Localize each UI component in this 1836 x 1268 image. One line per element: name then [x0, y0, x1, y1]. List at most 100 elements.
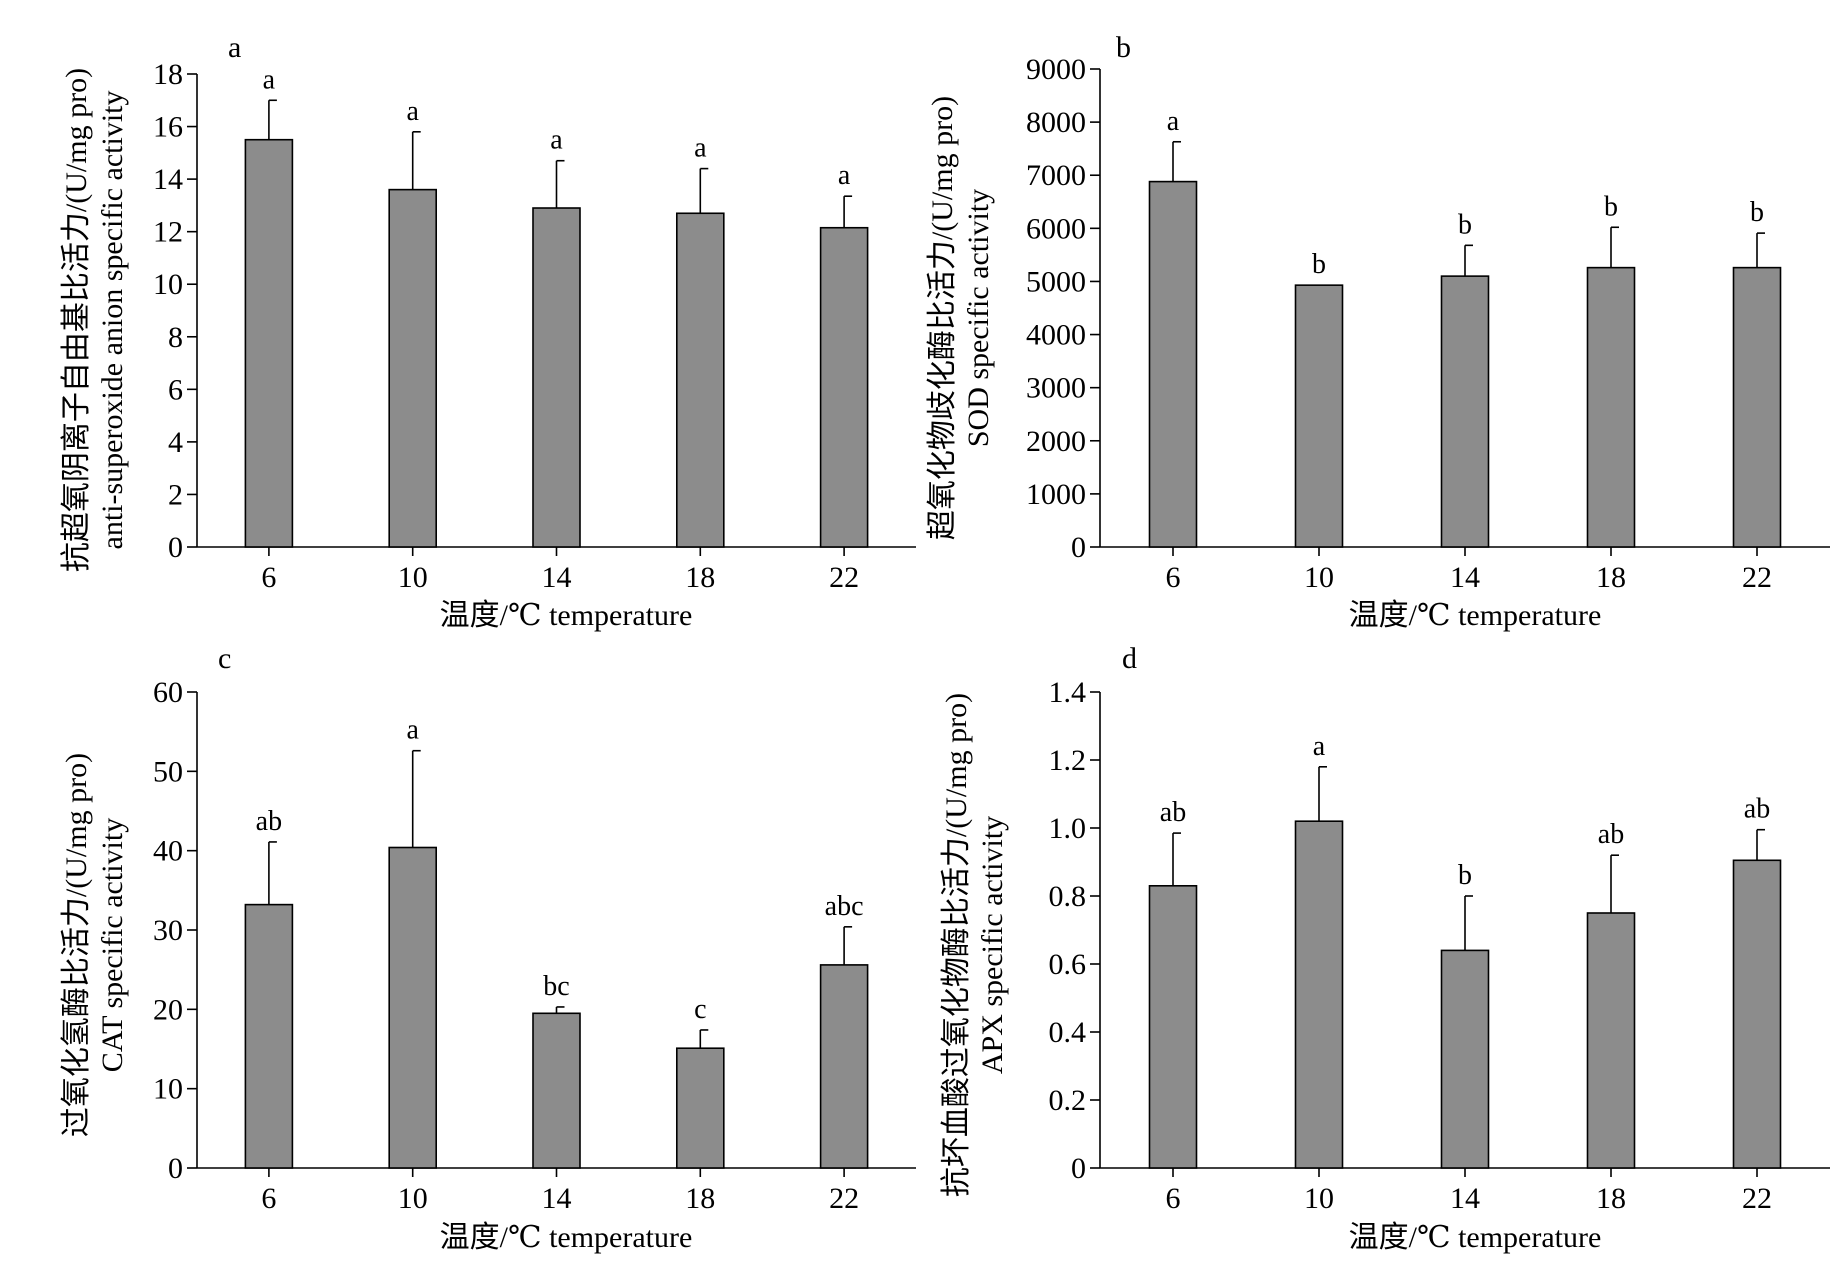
bar [1148, 884, 1198, 1169]
y-tick-label: 30 [153, 914, 183, 947]
x-tick-label: 18 [685, 561, 715, 594]
x-tick-label: 14 [1450, 561, 1480, 594]
x-tick-label: 14 [1450, 1182, 1480, 1215]
bar [1294, 284, 1344, 548]
x-tick-label: 10 [1304, 1182, 1334, 1215]
significance-label: a [838, 160, 851, 191]
y-axis-title-en: SOD specific activity [962, 189, 995, 447]
y-axis-title-en: CAT specific activity [96, 818, 129, 1072]
significance-label: ab [256, 806, 282, 837]
significance-label: a [1167, 106, 1180, 137]
x-tick-label: 22 [829, 1182, 859, 1215]
y-tick-label: 8000 [1026, 106, 1086, 139]
y-tick-label: 0 [168, 1152, 183, 1185]
y-tick-label: 2 [168, 478, 183, 511]
y-tick-label: 2000 [1026, 425, 1086, 458]
bar [532, 1012, 581, 1169]
significance-label: b [1604, 191, 1618, 222]
y-tick-label: 16 [153, 111, 183, 144]
bar [1440, 949, 1490, 1169]
y-axis-title-zh: 抗坏血酸过氧化物酶比活力/(U/mg pro) [940, 693, 973, 1197]
y-tick-label: 0.6 [1049, 948, 1087, 981]
x-tick-label: 18 [1596, 561, 1626, 594]
y-tick-label: 3000 [1026, 372, 1086, 405]
significance-label: a [694, 133, 707, 164]
y-axis-title-zh: 过氧化氢酶比活力/(U/mg pro) [60, 753, 93, 1137]
bar [388, 846, 438, 1169]
significance-label: b [1458, 209, 1472, 240]
significance-label: a [550, 125, 563, 156]
plot-area-a: 0 2 4 6 8 10 12 14 16 18 a 6 a 10 a 14 a 18 a 22 [153, 58, 916, 594]
y-tick-label: 10 [153, 1073, 183, 1106]
y-tick-label: 60 [153, 676, 183, 709]
significance-label: b [1750, 197, 1764, 228]
y-tick-label: 1.2 [1049, 744, 1087, 777]
plot-area-d: 0 0.2 0.4 0.6 0.8 1.0 1.2 1.4 ab 6 a 10 b 14 ab 18 ab 22 [1049, 676, 1830, 1215]
significance-label: ab [1598, 819, 1624, 850]
bar [244, 138, 294, 548]
significance-label: b [1312, 249, 1326, 280]
bar [1294, 820, 1344, 1169]
y-axis-title-zh: 超氧化物歧化酶比活力/(U/mg pro) [926, 96, 959, 540]
x-tick-label: 14 [542, 1182, 572, 1215]
y-tick-label: 1.0 [1049, 812, 1087, 845]
y-tick-label: 0 [168, 531, 183, 564]
x-tick-label: 6 [261, 561, 276, 594]
y-tick-label: 10 [153, 268, 183, 301]
y-tick-label: 4000 [1026, 319, 1086, 352]
significance-label: ab [1744, 794, 1770, 825]
y-tick-label: 14 [153, 163, 183, 196]
x-axis-title: 温度/℃ temperature [1349, 599, 1602, 632]
bar [244, 903, 294, 1169]
y-tick-label: 7000 [1026, 159, 1086, 192]
x-tick-label: 22 [829, 561, 859, 594]
y-tick-label: 9000 [1026, 53, 1086, 86]
y-tick-label: 0.4 [1049, 1016, 1087, 1049]
bar [1440, 275, 1490, 548]
y-tick-label: 1.4 [1049, 676, 1087, 709]
y-tick-label: 5000 [1026, 265, 1086, 298]
bar [1586, 266, 1636, 548]
y-tick-label: 8 [168, 321, 183, 354]
significance-label: a [406, 96, 419, 127]
x-axis-title: 温度/℃ temperature [1349, 1221, 1602, 1254]
panel-letter: c [218, 642, 231, 675]
panel-letter: b [1116, 31, 1131, 64]
panel-d: d 0 0.2 0.4 0.6 0.8 1.0 1.2 1.4 ab 6 a 10 b 14 ab 18 ab 2… [940, 642, 1830, 1254]
bar [675, 1047, 725, 1169]
significance-label: a [1313, 731, 1326, 762]
significance-label: c [694, 994, 706, 1025]
significance-label: ab [1160, 797, 1186, 828]
panel-a: a 0 2 4 6 8 10 12 14 16 18 a 6 a 10 a 14 a 18 a 22 温度/℃ tem… [60, 31, 916, 632]
x-tick-label: 10 [398, 1182, 428, 1215]
bar [675, 212, 725, 548]
bar [1732, 266, 1782, 548]
x-axis-title: 温度/℃ temperature [440, 599, 693, 632]
y-tick-label: 18 [153, 58, 183, 91]
x-tick-label: 22 [1742, 1182, 1772, 1215]
y-axis-title-en: APX specific activity [976, 816, 1009, 1074]
bar [1586, 912, 1636, 1169]
y-tick-label: 4 [168, 426, 183, 459]
y-tick-label: 20 [153, 993, 183, 1026]
x-tick-label: 6 [1166, 1182, 1181, 1215]
significance-label: bc [543, 971, 569, 1002]
x-tick-label: 18 [685, 1182, 715, 1215]
bar [388, 188, 438, 548]
x-tick-label: 10 [1304, 561, 1334, 594]
significance-label: abc [825, 891, 864, 922]
y-tick-label: 6000 [1026, 212, 1086, 245]
bar [1732, 859, 1782, 1169]
bar [819, 226, 869, 548]
x-tick-label: 22 [1742, 561, 1772, 594]
y-tick-label: 1000 [1026, 478, 1086, 511]
significance-label: b [1458, 860, 1472, 891]
x-tick-label: 18 [1596, 1182, 1626, 1215]
panel-c: c 0 10 20 30 40 50 60 ab 6 a 10 bc 14 c 18 abc 22 温度/℃ t… [60, 642, 916, 1254]
y-tick-label: 12 [153, 216, 183, 249]
y-tick-label: 0 [1071, 1152, 1086, 1185]
y-tick-label: 40 [153, 835, 183, 868]
y-tick-label: 6 [168, 373, 183, 406]
significance-label: a [406, 715, 419, 746]
